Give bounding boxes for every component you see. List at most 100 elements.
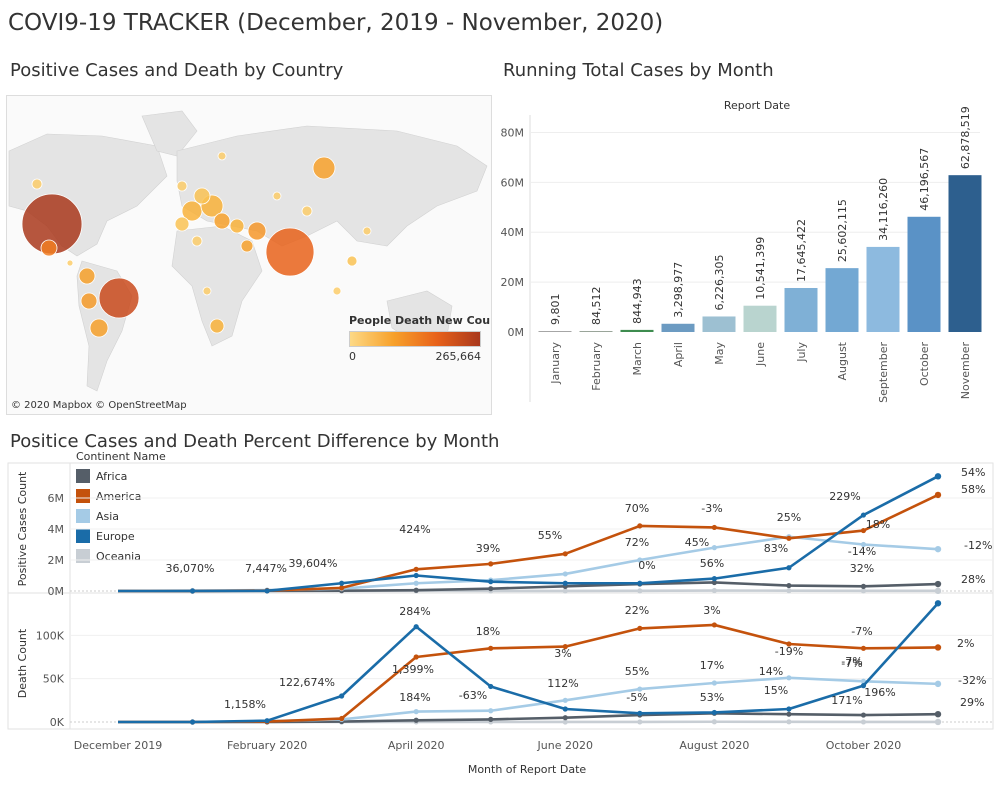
point-europe xyxy=(189,588,196,594)
x-tick-label: December 2019 xyxy=(74,739,163,752)
point-asia xyxy=(711,545,717,551)
bar-section-title: Running Total Cases by Month xyxy=(503,60,774,81)
bar-y-tick-label: 60M xyxy=(501,176,525,189)
point-asia xyxy=(562,571,568,577)
percent-annotation: 18% xyxy=(866,518,890,531)
legend-swatch xyxy=(76,509,90,523)
point-europe xyxy=(562,706,568,712)
point-europe xyxy=(339,693,345,699)
country-bubble xyxy=(98,277,140,319)
bar-category-label: September xyxy=(877,342,890,403)
bar-value-label: 844,943 xyxy=(631,278,644,324)
end-point-oceania xyxy=(934,587,942,595)
legend-item-africa[interactable]: Africa xyxy=(76,466,166,486)
point-oceania xyxy=(711,587,717,594)
point-asia xyxy=(637,686,643,692)
point-europe xyxy=(264,718,270,724)
end-point-africa xyxy=(934,580,942,588)
country-bubble xyxy=(31,178,43,190)
percent-annotation: -19% xyxy=(775,645,803,658)
percent-annotation: -7% xyxy=(851,625,872,638)
bar-september xyxy=(866,246,900,332)
country-bubble xyxy=(229,218,245,234)
percent-annotation: 17% xyxy=(700,659,724,672)
line-europe xyxy=(118,602,939,724)
map-credit[interactable]: © 2020 Mapbox © OpenStreetMap xyxy=(11,400,187,411)
percent-annotation: 229% xyxy=(829,490,860,503)
panel-y-tick: 0K xyxy=(50,716,65,729)
point-asia xyxy=(413,709,419,715)
map-legend-title: People Death New Count xyxy=(349,314,492,327)
end-point-asia xyxy=(934,680,942,688)
point-europe xyxy=(264,588,270,594)
point-america xyxy=(637,523,643,529)
bar-june xyxy=(743,305,777,332)
percent-annotation: 7,447% xyxy=(245,562,287,575)
percent-annotation: 55% xyxy=(538,529,562,542)
point-africa xyxy=(786,711,792,717)
dashboard-title: COVI9-19 TRACKER (December, 2019 - Novem… xyxy=(8,10,664,36)
point-america xyxy=(413,566,419,572)
bar-category-label: May xyxy=(713,342,726,365)
running-total-bar-chart[interactable]: Report Date 0M 20M 40M 60M 80M 9,801 January 84,… xyxy=(490,90,990,420)
map-legend-min: 0 xyxy=(349,350,356,363)
point-asia xyxy=(562,697,568,703)
legend-swatch xyxy=(76,489,90,503)
point-africa xyxy=(488,586,494,592)
percent-annotation: 18% xyxy=(476,625,500,638)
percent-difference-line-chart[interactable]: Positive Cases Count 0M 2M 4M 6M Death Count 0… xyxy=(0,455,995,790)
legend-title: Continent Name xyxy=(76,450,166,463)
panel-y-label: Positive Cases Count xyxy=(16,471,29,586)
panel-y-tick: 4M xyxy=(48,523,65,536)
panel-y-tick: 100K xyxy=(36,629,65,642)
point-africa xyxy=(711,579,717,586)
percent-annotation: 3% xyxy=(703,604,720,617)
point-oceania xyxy=(786,719,792,725)
bar-category-label: April xyxy=(672,342,685,367)
line-europe xyxy=(118,475,939,593)
legend-item-america[interactable]: America xyxy=(76,486,166,506)
world-map[interactable]: © 2020 Mapbox © OpenStreetMap People Dea… xyxy=(6,95,492,415)
country-bubble xyxy=(346,255,358,267)
line-section-title: Positice Cases and Death Percent Differe… xyxy=(10,431,500,452)
point-europe xyxy=(339,580,345,586)
panel-y-tick: 0M xyxy=(48,585,65,598)
bar-value-label: 3,298,977 xyxy=(672,262,685,318)
percent-annotation: 70% xyxy=(625,502,649,515)
bar-value-label: 46,196,567 xyxy=(918,148,931,211)
point-oceania xyxy=(860,588,867,594)
bar-value-label: 25,602,115 xyxy=(836,199,849,262)
europe-asia-shape xyxy=(176,125,488,247)
point-africa xyxy=(860,712,867,718)
map-canvas[interactable] xyxy=(7,96,491,414)
bar-april xyxy=(661,323,695,332)
legend-item-asia[interactable]: Asia xyxy=(76,506,166,526)
point-europe xyxy=(488,579,494,585)
percent-annotation: 171% xyxy=(831,694,862,707)
continent-legend: Continent Name Africa America Asia Europ… xyxy=(76,450,166,566)
point-america xyxy=(860,645,867,651)
legend-label-asia: Asia xyxy=(96,509,120,523)
percent-annotation: 54% xyxy=(961,466,985,479)
point-africa xyxy=(488,716,494,722)
point-oceania xyxy=(711,719,717,725)
country-bubble xyxy=(202,286,212,296)
country-bubble xyxy=(176,180,188,192)
percent-annotation: 25% xyxy=(777,511,801,524)
percent-annotation: 15% xyxy=(764,684,788,697)
bar-value-label: 9,801 xyxy=(549,294,562,326)
point-oceania xyxy=(562,719,568,725)
point-africa xyxy=(413,587,419,593)
point-africa xyxy=(786,582,792,589)
point-america xyxy=(339,715,345,722)
x-tick-label: June 2020 xyxy=(537,739,593,752)
greenland-shape xyxy=(141,110,198,157)
percent-annotation: 284% xyxy=(399,605,430,618)
legend-item-europe[interactable]: Europe xyxy=(76,526,166,546)
percent-annotation: -14% xyxy=(848,545,876,558)
percent-annotation: 1,399% xyxy=(392,663,434,676)
percent-annotation: 83% xyxy=(764,542,788,555)
panel-y-label: Death Count xyxy=(16,628,29,698)
map-legend: People Death New Count 0 265,664 xyxy=(349,314,492,363)
point-europe xyxy=(488,683,494,690)
